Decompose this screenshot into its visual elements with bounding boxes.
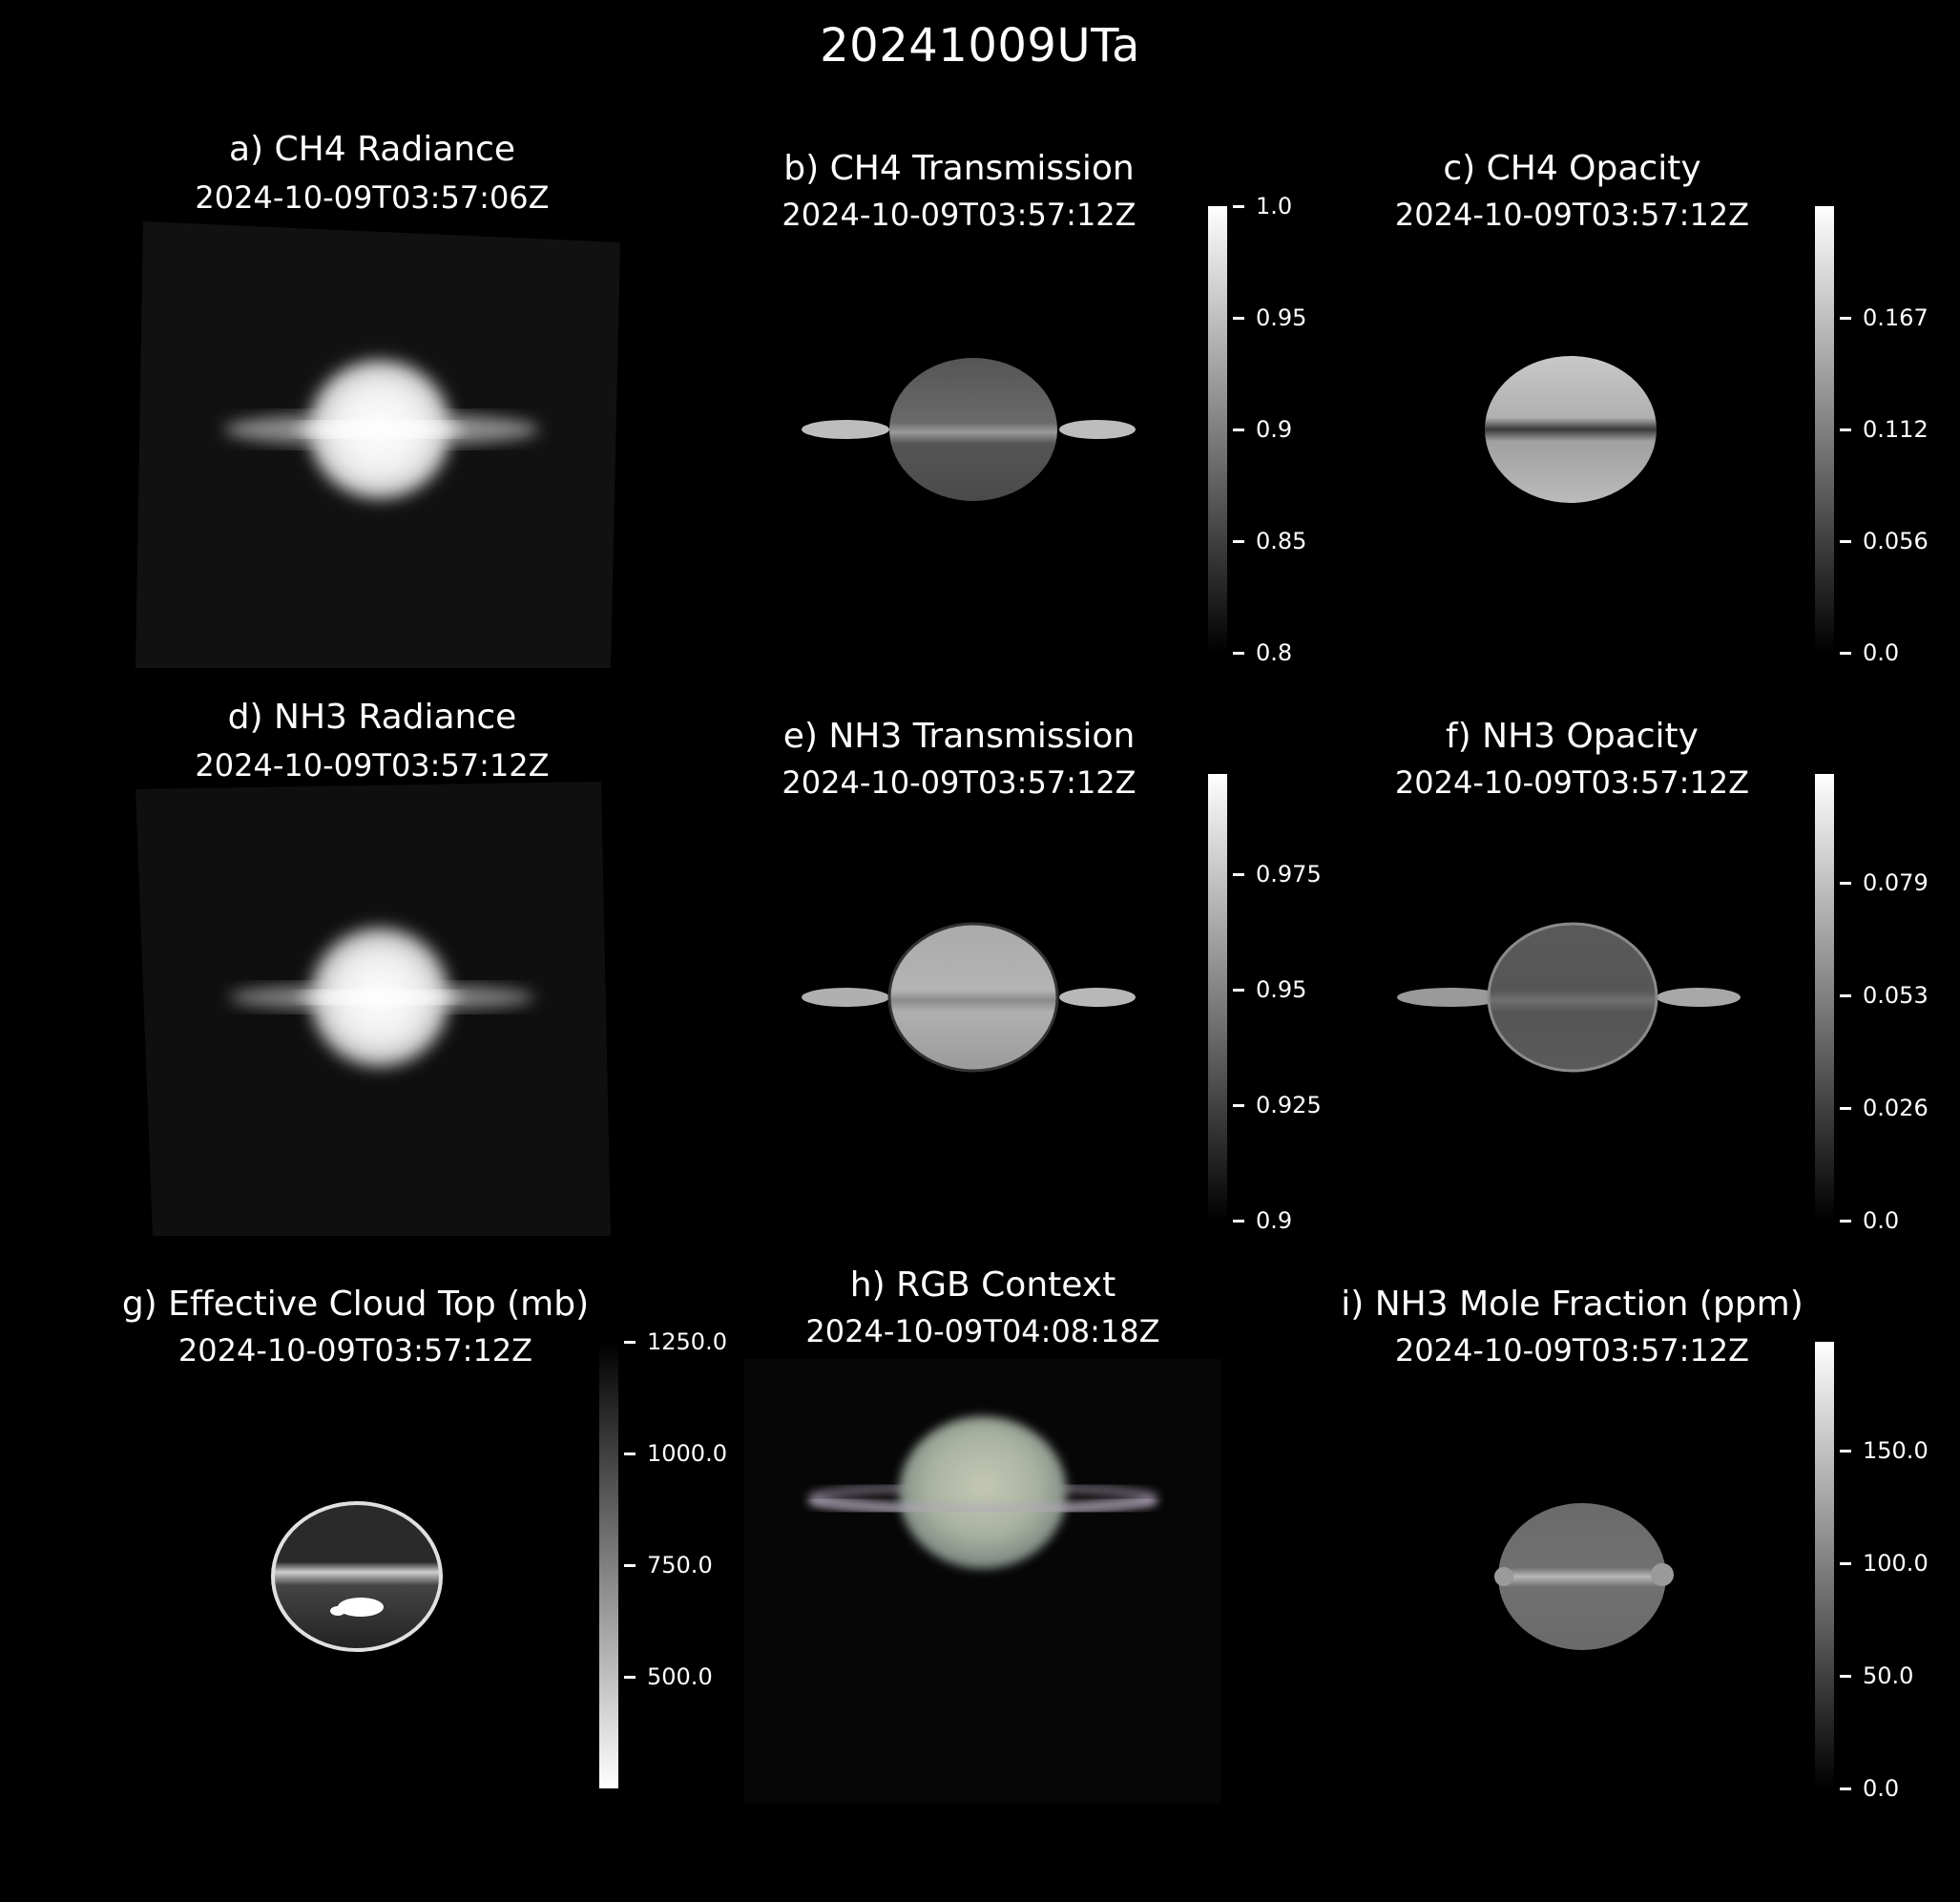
panel-e-title: e) NH3 Transmission (782, 717, 1136, 756)
panel-a-time: 2024-10-09T03:57:06Z (195, 179, 550, 216)
panel-f-image (1365, 797, 1784, 1217)
panel-g-colorbar-gradient (599, 1342, 618, 1788)
panel-h-rgb-context: h) RGB Context 2024-10-09T04:08:18Z (744, 1260, 1221, 1813)
panel-h-title: h) RGB Context (849, 1265, 1116, 1305)
panel-g-effective-cloud-top: g) Effective Cloud Top (mb) 2024-10-09T0… (95, 1279, 744, 1794)
panel-e-time: 2024-10-09T03:57:12Z (782, 764, 1136, 801)
panel-d-nh3-radiance: d) NH3 Radiance 2024-10-09T03:57:12Z (115, 692, 630, 1245)
panel-e-colorbar-gradient (1208, 774, 1227, 1221)
panel-d-title: d) NH3 Radiance (227, 698, 517, 737)
panel-b-ch4-transmission: b) CH4 Transmission 2024-10-09T03:57:12Z… (744, 143, 1336, 678)
panel-b-time: 2024-10-09T03:57:12Z (782, 197, 1136, 233)
panel-e-nh3-transmission: e) NH3 Transmission 2024-10-09T03:57:12Z… (744, 711, 1336, 1245)
panel-d-image (134, 780, 630, 1238)
panel-i-time: 2024-10-09T03:57:12Z (1394, 1332, 1750, 1369)
panel-f-colorbar: 0.079 0.053 0.026 0.0 (1815, 774, 1939, 1234)
panel-c-image (1365, 229, 1784, 649)
panel-b-colorbar-gradient (1208, 206, 1227, 653)
panel-h-time: 2024-10-09T04:08:18Z (805, 1313, 1160, 1349)
panel-h-image (744, 1359, 1221, 1804)
panel-a-image (134, 212, 630, 670)
panel-f-title: f) NH3 Opacity (1446, 717, 1699, 756)
panel-g-colorbar: 1250.0 1000.0 750.0 500.0 (599, 1328, 733, 1788)
panel-a-title: a) CH4 Radiance (228, 130, 516, 169)
panel-c-title: c) CH4 Opacity (1443, 149, 1701, 188)
panel-b-colorbar: 1.0 0.95 0.9 0.85 0.8 (1208, 193, 1332, 666)
panel-b-title: b) CH4 Transmission (783, 149, 1135, 188)
panel-c-ch4-opacity: c) CH4 Opacity 2024-10-09T03:57:12Z 0.16… (1345, 143, 1937, 678)
panel-c-time: 2024-10-09T03:57:12Z (1394, 197, 1750, 233)
panel-c-colorbar-gradient (1815, 206, 1834, 653)
panel-b-image (763, 229, 1174, 649)
panel-f-time: 2024-10-09T03:57:12Z (1394, 764, 1750, 801)
panel-g-title: g) Effective Cloud Top (mb) (121, 1285, 590, 1324)
panel-a-ch4-radiance: a) CH4 Radiance 2024-10-09T03:57:06Z (115, 124, 630, 678)
panel-i-colorbar: 150.0 100.0 50.0 0.0 (1815, 1342, 1939, 1802)
panel-g-time: 2024-10-09T03:57:12Z (177, 1332, 533, 1369)
panel-i-nh3-mole-fraction: i) NH3 Mole Fraction (ppm) 2024-10-09T03… (1317, 1279, 1947, 1813)
panel-i-colorbar-gradient (1815, 1342, 1834, 1788)
panel-e-image (763, 797, 1174, 1217)
panel-e-colorbar: 0.975 0.95 0.925 0.9 (1208, 774, 1332, 1234)
panel-g-image (134, 1367, 582, 1787)
panel-c-colorbar: 0.167 0.112 0.056 0.0 (1815, 206, 1939, 666)
panel-d-time: 2024-10-09T03:57:12Z (195, 747, 550, 784)
panel-i-image (1365, 1367, 1784, 1787)
panel-f-colorbar-gradient (1815, 774, 1834, 1221)
panel-f-nh3-opacity: f) NH3 Opacity 2024-10-09T03:57:12Z 0.07… (1345, 711, 1937, 1245)
figure-title: 20241009UTa (820, 19, 1140, 73)
panel-i-title: i) NH3 Mole Fraction (ppm) (1341, 1285, 1804, 1324)
